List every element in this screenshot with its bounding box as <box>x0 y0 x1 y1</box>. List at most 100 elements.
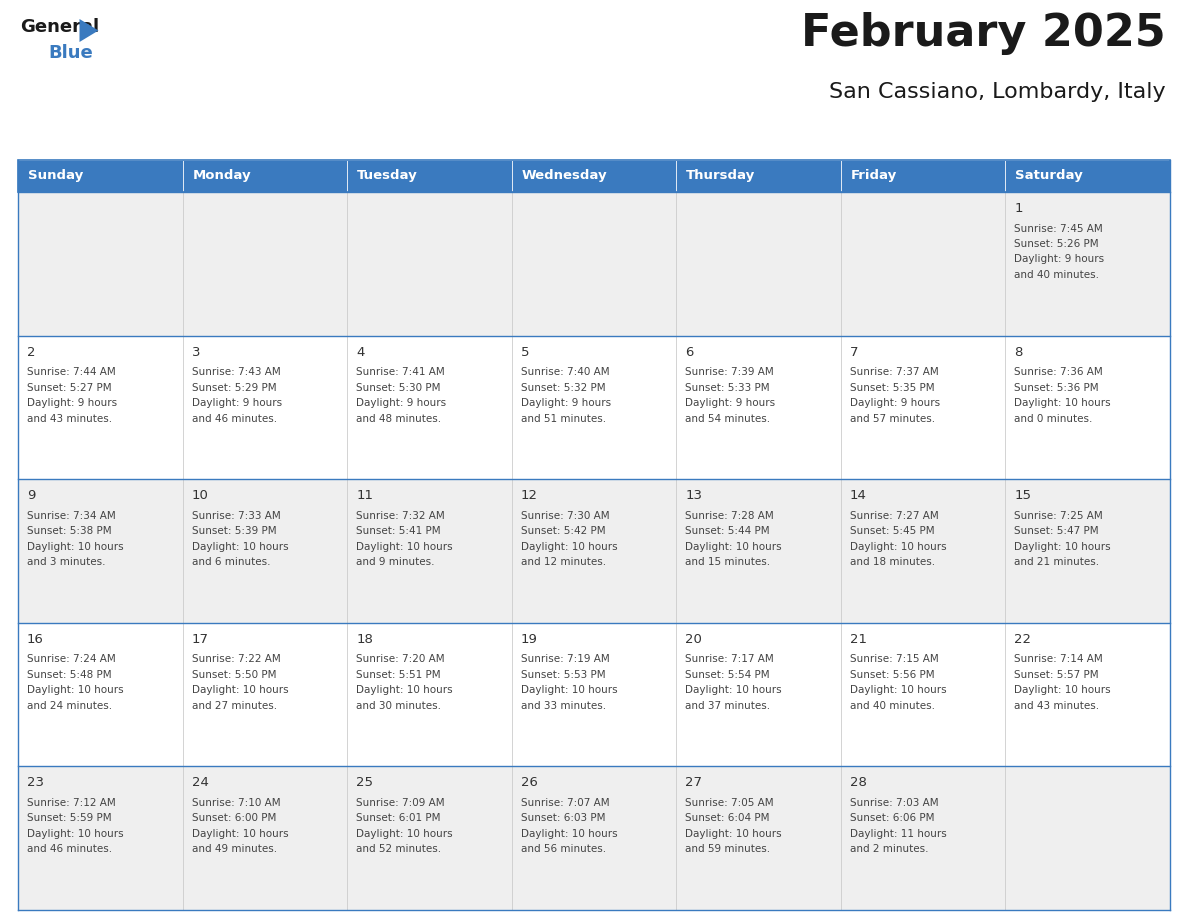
Text: Sunrise: 7:03 AM: Sunrise: 7:03 AM <box>849 798 939 808</box>
Text: and 46 minutes.: and 46 minutes. <box>191 414 277 423</box>
Text: 15: 15 <box>1015 489 1031 502</box>
Text: and 59 minutes.: and 59 minutes. <box>685 845 770 855</box>
Text: Monday: Monday <box>192 170 251 183</box>
Text: 13: 13 <box>685 489 702 502</box>
Text: Daylight: 10 hours: Daylight: 10 hours <box>27 686 124 695</box>
Text: Sunset: 5:39 PM: Sunset: 5:39 PM <box>191 526 276 536</box>
Text: Daylight: 10 hours: Daylight: 10 hours <box>685 686 782 695</box>
Text: and 37 minutes.: and 37 minutes. <box>685 700 770 711</box>
Text: Sunrise: 7:17 AM: Sunrise: 7:17 AM <box>685 655 775 665</box>
Text: Daylight: 10 hours: Daylight: 10 hours <box>685 829 782 839</box>
Text: Sunrise: 7:45 AM: Sunrise: 7:45 AM <box>1015 223 1104 233</box>
Text: and 2 minutes.: and 2 minutes. <box>849 845 928 855</box>
Text: and 52 minutes.: and 52 minutes. <box>356 845 441 855</box>
Text: Daylight: 10 hours: Daylight: 10 hours <box>191 686 289 695</box>
Text: 4: 4 <box>356 345 365 359</box>
Text: Daylight: 10 hours: Daylight: 10 hours <box>849 686 947 695</box>
Text: Sunrise: 7:40 AM: Sunrise: 7:40 AM <box>520 367 609 377</box>
Text: and 43 minutes.: and 43 minutes. <box>27 414 112 423</box>
Text: Sunset: 6:00 PM: Sunset: 6:00 PM <box>191 813 276 823</box>
Text: Sunrise: 7:15 AM: Sunrise: 7:15 AM <box>849 655 939 665</box>
Text: 1: 1 <box>1015 202 1023 215</box>
Text: General: General <box>20 18 99 36</box>
Text: Saturday: Saturday <box>1016 170 1083 183</box>
Text: Sunset: 5:47 PM: Sunset: 5:47 PM <box>1015 526 1099 536</box>
Text: Sunrise: 7:44 AM: Sunrise: 7:44 AM <box>27 367 115 377</box>
Bar <box>676 160 841 192</box>
Text: and 48 minutes.: and 48 minutes. <box>356 414 441 423</box>
Text: Sunset: 5:29 PM: Sunset: 5:29 PM <box>191 383 276 393</box>
Text: Sunset: 5:27 PM: Sunset: 5:27 PM <box>27 383 112 393</box>
Text: and 21 minutes.: and 21 minutes. <box>1015 557 1100 567</box>
Bar <box>18 160 1170 192</box>
Text: Daylight: 10 hours: Daylight: 10 hours <box>520 686 618 695</box>
Bar <box>18 767 1170 910</box>
Text: 16: 16 <box>27 633 44 645</box>
Text: Daylight: 10 hours: Daylight: 10 hours <box>1015 686 1111 695</box>
Text: Sunrise: 7:09 AM: Sunrise: 7:09 AM <box>356 798 444 808</box>
Text: San Cassiano, Lombardy, Italy: San Cassiano, Lombardy, Italy <box>829 82 1165 102</box>
Text: Sunset: 5:59 PM: Sunset: 5:59 PM <box>27 813 112 823</box>
Text: Daylight: 10 hours: Daylight: 10 hours <box>849 542 947 552</box>
Text: Sunrise: 7:30 AM: Sunrise: 7:30 AM <box>520 510 609 521</box>
Text: and 24 minutes.: and 24 minutes. <box>27 700 112 711</box>
Text: Sunrise: 7:37 AM: Sunrise: 7:37 AM <box>849 367 939 377</box>
Text: Sunset: 5:48 PM: Sunset: 5:48 PM <box>27 670 112 680</box>
Text: 25: 25 <box>356 777 373 789</box>
Text: Daylight: 9 hours: Daylight: 9 hours <box>520 398 611 409</box>
Text: Sunset: 5:50 PM: Sunset: 5:50 PM <box>191 670 276 680</box>
Text: Sunrise: 7:28 AM: Sunrise: 7:28 AM <box>685 510 775 521</box>
Text: and 54 minutes.: and 54 minutes. <box>685 414 770 423</box>
Text: and 40 minutes.: and 40 minutes. <box>1015 270 1099 280</box>
Text: and 30 minutes.: and 30 minutes. <box>356 700 441 711</box>
Text: Daylight: 9 hours: Daylight: 9 hours <box>191 398 282 409</box>
Text: 5: 5 <box>520 345 529 359</box>
Text: Daylight: 10 hours: Daylight: 10 hours <box>356 686 453 695</box>
Text: 18: 18 <box>356 633 373 645</box>
Bar <box>1005 160 1170 192</box>
Text: Sunday: Sunday <box>29 170 83 183</box>
Text: Sunset: 5:32 PM: Sunset: 5:32 PM <box>520 383 606 393</box>
Text: 14: 14 <box>849 489 867 502</box>
Text: and 49 minutes.: and 49 minutes. <box>191 845 277 855</box>
Text: 9: 9 <box>27 489 36 502</box>
Text: and 57 minutes.: and 57 minutes. <box>849 414 935 423</box>
Text: 27: 27 <box>685 777 702 789</box>
Bar <box>18 160 183 192</box>
Text: and 46 minutes.: and 46 minutes. <box>27 845 112 855</box>
Bar <box>183 160 347 192</box>
Text: and 3 minutes.: and 3 minutes. <box>27 557 106 567</box>
Text: Sunrise: 7:34 AM: Sunrise: 7:34 AM <box>27 510 115 521</box>
Text: February 2025: February 2025 <box>801 12 1165 55</box>
Bar <box>18 192 1170 336</box>
Text: 10: 10 <box>191 489 208 502</box>
Text: Sunset: 5:54 PM: Sunset: 5:54 PM <box>685 670 770 680</box>
Text: Sunrise: 7:24 AM: Sunrise: 7:24 AM <box>27 655 115 665</box>
Text: Sunrise: 7:27 AM: Sunrise: 7:27 AM <box>849 510 939 521</box>
Text: Daylight: 10 hours: Daylight: 10 hours <box>520 542 618 552</box>
Text: Daylight: 10 hours: Daylight: 10 hours <box>191 829 289 839</box>
Bar <box>18 479 1170 622</box>
Text: 8: 8 <box>1015 345 1023 359</box>
Text: Sunset: 5:36 PM: Sunset: 5:36 PM <box>1015 383 1099 393</box>
Bar <box>841 160 1005 192</box>
Text: Sunset: 5:33 PM: Sunset: 5:33 PM <box>685 383 770 393</box>
Text: 24: 24 <box>191 777 208 789</box>
Text: Daylight: 10 hours: Daylight: 10 hours <box>356 542 453 552</box>
Text: Sunset: 6:01 PM: Sunset: 6:01 PM <box>356 813 441 823</box>
Polygon shape <box>80 19 99 42</box>
Text: Sunset: 6:03 PM: Sunset: 6:03 PM <box>520 813 605 823</box>
Text: Daylight: 10 hours: Daylight: 10 hours <box>27 829 124 839</box>
Text: Sunset: 5:51 PM: Sunset: 5:51 PM <box>356 670 441 680</box>
Text: Sunrise: 7:36 AM: Sunrise: 7:36 AM <box>1015 367 1104 377</box>
Text: 7: 7 <box>849 345 859 359</box>
Text: Daylight: 9 hours: Daylight: 9 hours <box>356 398 447 409</box>
Bar <box>512 160 676 192</box>
Text: Daylight: 11 hours: Daylight: 11 hours <box>849 829 947 839</box>
Text: Sunrise: 7:41 AM: Sunrise: 7:41 AM <box>356 367 444 377</box>
Text: 26: 26 <box>520 777 538 789</box>
Text: 2: 2 <box>27 345 36 359</box>
Text: Sunset: 5:42 PM: Sunset: 5:42 PM <box>520 526 606 536</box>
Text: and 6 minutes.: and 6 minutes. <box>191 557 270 567</box>
Text: Daylight: 9 hours: Daylight: 9 hours <box>27 398 118 409</box>
